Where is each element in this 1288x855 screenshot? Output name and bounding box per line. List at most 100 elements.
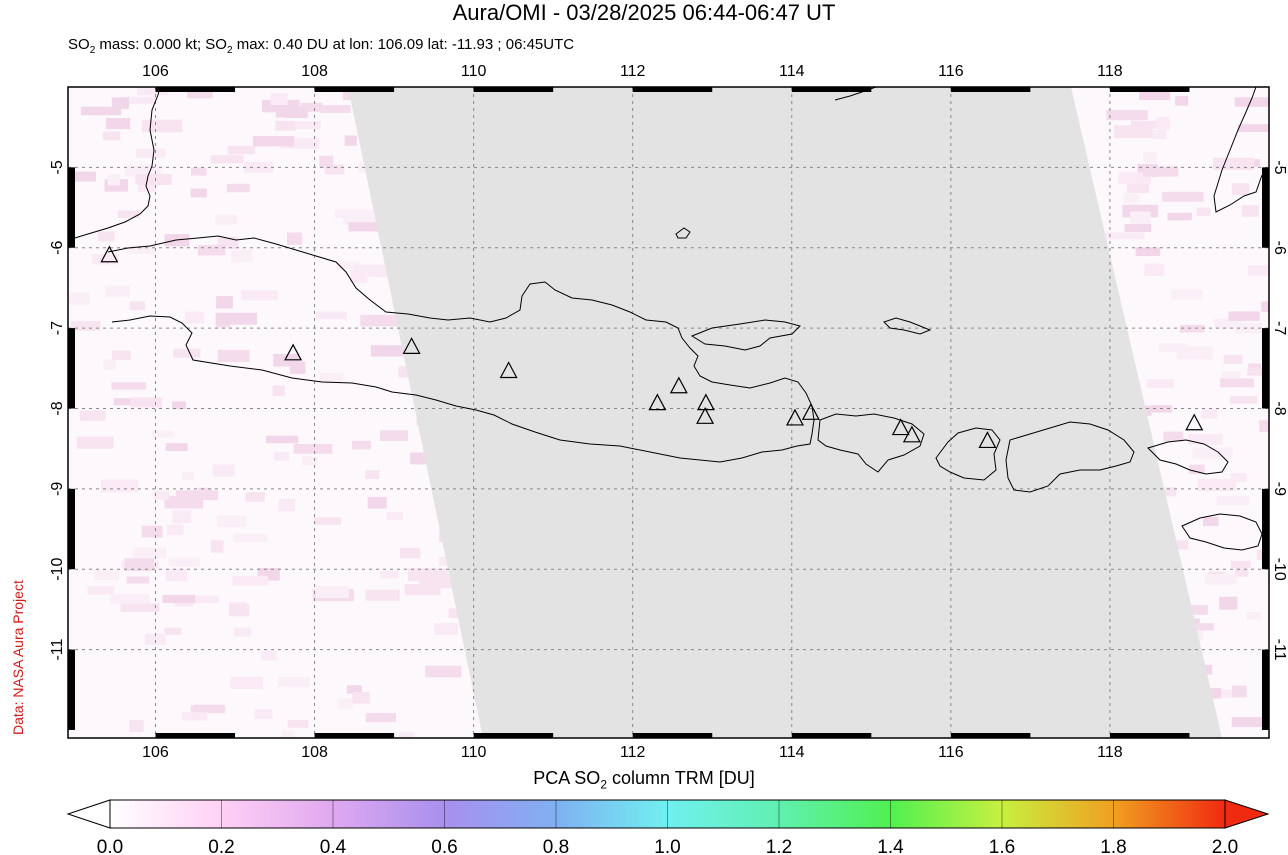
so2-pixel <box>1183 605 1208 615</box>
so2-pixel <box>1161 487 1177 497</box>
so2-pixel <box>105 118 131 130</box>
so2-pixel <box>1144 263 1165 277</box>
so2-pixel <box>1143 166 1179 177</box>
frame-bar-bottom <box>950 733 1031 738</box>
coastline-java <box>107 235 815 463</box>
so2-pixel <box>1203 687 1222 699</box>
colorbar-label: PCA SO2 column TRM [DU] <box>0 768 1288 792</box>
lon-label-bottom: 108 <box>301 744 328 761</box>
lon-label-bottom: 106 <box>142 744 169 761</box>
so2-pixel <box>281 730 295 738</box>
coastline-sulawesi <box>1213 87 1263 213</box>
so2-pixel <box>129 301 146 311</box>
so2-pixel <box>172 401 187 410</box>
coastline-sumbawa <box>1005 421 1135 493</box>
lat-label-right: -5 <box>1271 160 1288 174</box>
so2-pixel <box>301 456 318 466</box>
volcano-marker <box>801 403 820 420</box>
lon-label-top: 116 <box>938 63 964 80</box>
subtitle-sub1: 2 <box>89 45 96 56</box>
so2-pixel <box>380 430 408 441</box>
so2-pixel <box>265 435 299 444</box>
so2-pixel <box>275 120 296 131</box>
so2-pixel <box>425 665 462 678</box>
frame-bar-top <box>1109 87 1190 92</box>
so2-pixel <box>1223 354 1243 364</box>
so2-pixel <box>273 452 290 461</box>
so2-pixel <box>100 479 139 493</box>
so2-pixel <box>1155 116 1170 130</box>
so2-pixel <box>105 285 131 297</box>
so2-pixel <box>277 677 310 687</box>
so2-pixel <box>1231 717 1263 728</box>
so2-pixel <box>132 547 166 559</box>
so2-pixel <box>234 627 252 637</box>
so2-pixel <box>109 594 150 604</box>
so2-pixel <box>107 174 120 186</box>
so2-pixel <box>386 511 403 521</box>
colorbar: 0.0 0.2 0.4 0.6 0.8 1.0 1.2 1.4 1.6 1.8 2.0 <box>66 799 1270 855</box>
so2-pixel <box>226 183 250 193</box>
so2-pixel <box>1124 224 1152 233</box>
so2-pixel <box>1197 478 1236 492</box>
so2-pixel <box>1146 379 1174 388</box>
so2-pixel <box>190 188 207 198</box>
so2-pixel <box>1188 464 1205 474</box>
so2-pixel <box>434 623 458 635</box>
lat-label-right: -11 <box>1271 639 1288 661</box>
cb-label-prefix: PCA SO <box>533 768 601 788</box>
so2-pixel <box>212 464 235 477</box>
frame-bar-right <box>1262 328 1269 409</box>
so2-pixel <box>172 510 192 524</box>
volcano-marker <box>785 408 804 426</box>
so2-pixel <box>1131 120 1170 129</box>
so2-pixel <box>1188 433 1223 445</box>
so2-pixel <box>245 492 265 502</box>
so2-pixel <box>348 222 390 232</box>
frame-bar-top <box>950 87 1031 92</box>
coastline-sumatra <box>68 87 161 241</box>
so2-pixel <box>189 490 219 501</box>
lat-label-right: -10 <box>1271 558 1288 581</box>
so2-pixel <box>254 709 273 719</box>
so2-pixel <box>190 705 226 714</box>
subtitle-prefix: SO <box>68 36 90 53</box>
lon-label-bottom: 118 <box>1097 744 1123 761</box>
so2-pixel <box>217 236 239 249</box>
so2-pixel <box>1163 431 1184 442</box>
so2-pixel <box>124 164 162 177</box>
so2-pixel <box>1232 685 1247 698</box>
so2-pixel <box>1246 612 1261 620</box>
so2-pixel <box>315 585 349 598</box>
so2-pixel <box>1203 516 1219 526</box>
so2-pixel <box>252 136 295 147</box>
so2-pixel <box>144 633 166 645</box>
so2-pixel <box>1235 565 1249 577</box>
subtitle-sub2: 2 <box>226 45 233 56</box>
so2-pixel <box>410 452 432 465</box>
so2-pixel <box>404 583 441 596</box>
so2-pixel <box>367 496 387 509</box>
lat-label-left: -6 <box>49 241 66 255</box>
so2-pixel <box>1130 211 1151 225</box>
volcano-marker <box>100 245 119 263</box>
so2-pixel <box>93 569 120 581</box>
so2-pixel <box>187 87 213 99</box>
colorbar-tick-label: 0.2 <box>208 837 234 855</box>
so2-pixel <box>70 321 101 331</box>
lat-label-left: -7 <box>49 321 66 335</box>
so2-pixel <box>1234 97 1269 107</box>
frame-bar-bottom <box>632 733 713 738</box>
so2-pixel <box>1192 447 1233 459</box>
so2-pixel <box>319 155 334 168</box>
so2-pixel <box>336 261 360 269</box>
so2-pixel <box>87 586 115 595</box>
so2-pixel <box>294 121 321 130</box>
so2-pixel <box>1261 301 1269 312</box>
so2-pixel <box>1171 289 1203 300</box>
so2-pixel <box>399 547 421 559</box>
frame-bar-left <box>68 328 75 409</box>
colorbar-tick-label: 2.0 <box>1212 837 1238 855</box>
so2-pixel <box>1143 151 1157 164</box>
